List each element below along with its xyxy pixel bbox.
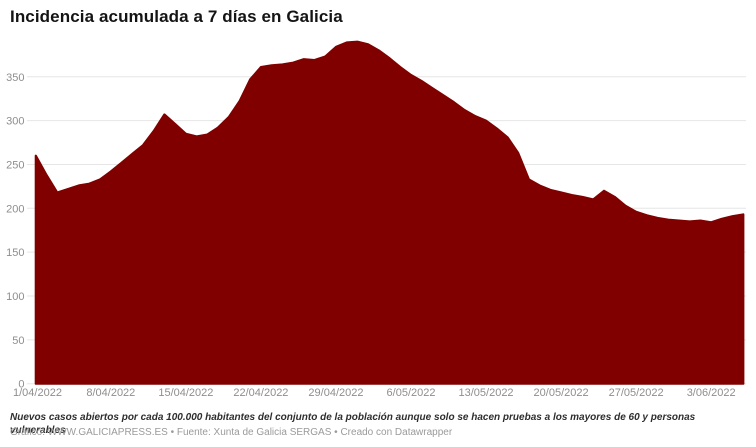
- y-tick-label: 250: [6, 159, 24, 171]
- x-tick-label: 13/05/2022: [459, 387, 514, 399]
- x-tick-label: 8/04/2022: [86, 387, 135, 399]
- y-tick-label: 300: [6, 116, 24, 128]
- y-tick-label: 0: [18, 379, 24, 391]
- y-tick-label: 350: [6, 72, 24, 84]
- y-tick-label: 50: [12, 335, 24, 347]
- x-tick-label: 29/04/2022: [308, 387, 363, 399]
- chart-title: Incidencia acumulada a 7 días en Galicia: [10, 7, 343, 26]
- y-tick-label: 150: [6, 247, 24, 259]
- x-tick-label: 3/06/2022: [687, 387, 736, 399]
- y-tick-label: 100: [6, 291, 24, 303]
- y-tick-label: 200: [6, 203, 24, 215]
- x-tick-label: 15/04/2022: [158, 387, 213, 399]
- x-tick-label: 22/04/2022: [233, 387, 288, 399]
- area-series: [34, 40, 745, 385]
- x-tick-label: 27/05/2022: [609, 387, 664, 399]
- x-tick-label: 1/04/2022: [13, 387, 62, 399]
- x-tick-label: 6/05/2022: [387, 387, 436, 399]
- chart-notes: Nuevos casos abiertos por cada 100.000 h…: [10, 412, 696, 436]
- chart-byline: Gráfico: WWW.GALICIAPRESS.ES • Fuente: X…: [10, 427, 453, 438]
- x-tick-label: 20/05/2022: [534, 387, 589, 399]
